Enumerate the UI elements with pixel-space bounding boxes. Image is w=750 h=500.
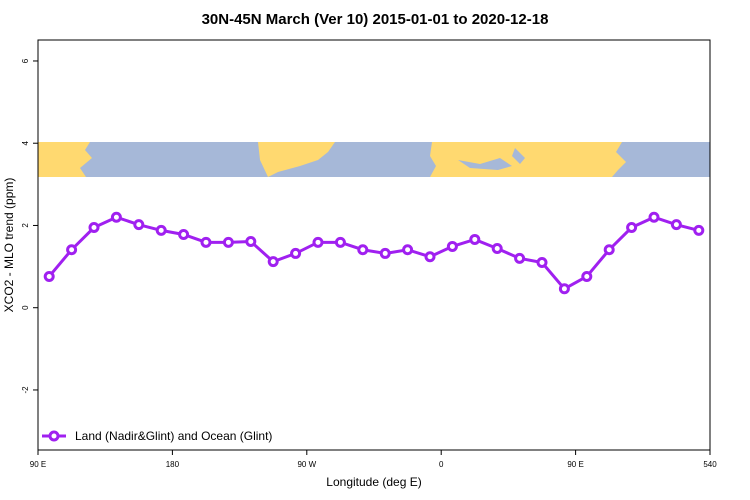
data-point [222, 236, 234, 248]
legend: Land (Nadir&Glint) and Ocean (Glint) [42, 429, 272, 443]
y-axis-label: XCO2 - MLO trend (ppm) [2, 178, 16, 313]
data-point [402, 244, 414, 256]
x-tick-label: 90 E [30, 460, 46, 469]
data-point [178, 229, 190, 241]
x-tick-label: 180 [166, 460, 180, 469]
data-point [670, 219, 682, 231]
data-point [200, 236, 212, 248]
series-line [48, 215, 700, 291]
data-point [558, 283, 570, 295]
y-tick-label: 0 [21, 305, 30, 310]
legend-label: Land (Nadir&Glint) and Ocean (Glint) [75, 429, 272, 443]
data-point [43, 270, 55, 282]
x-axis-label: Longitude (deg E) [326, 475, 421, 489]
data-point [693, 224, 705, 236]
data-point [446, 240, 458, 252]
x-tick-label: 540 [703, 460, 717, 469]
data-point [581, 270, 593, 282]
data-point [469, 233, 481, 245]
data-point [66, 244, 78, 256]
y-tick-label: 2 [21, 223, 30, 228]
x-tick-label: 90 W [297, 460, 316, 469]
data-point [648, 211, 660, 223]
data-point [357, 244, 369, 256]
data-point [334, 236, 346, 248]
data-point [133, 219, 145, 231]
data-point [626, 222, 638, 234]
data-point [536, 256, 548, 268]
data-point [603, 244, 615, 256]
data-point [110, 211, 122, 223]
map-strip [38, 142, 710, 177]
data-point [379, 247, 391, 259]
data-point [155, 224, 167, 236]
data-point [491, 242, 503, 254]
plot-frame [37, 39, 711, 451]
data-point [88, 222, 100, 234]
data-point [514, 252, 526, 264]
x-tick-label: 0 [439, 460, 444, 469]
legend-marker [48, 430, 60, 442]
data-point [312, 236, 324, 248]
data-point [290, 247, 302, 259]
chart-title: 30N-45N March (Ver 10) 2015-01-01 to 202… [202, 11, 549, 28]
y-tick-label: 4 [21, 140, 30, 145]
data-point [424, 251, 436, 263]
x-tick-label: 90 E [567, 460, 583, 469]
y-tick-label: 6 [21, 58, 30, 63]
y-tick-label: -2 [21, 386, 30, 394]
data-point [267, 256, 279, 268]
data-point [245, 236, 257, 248]
